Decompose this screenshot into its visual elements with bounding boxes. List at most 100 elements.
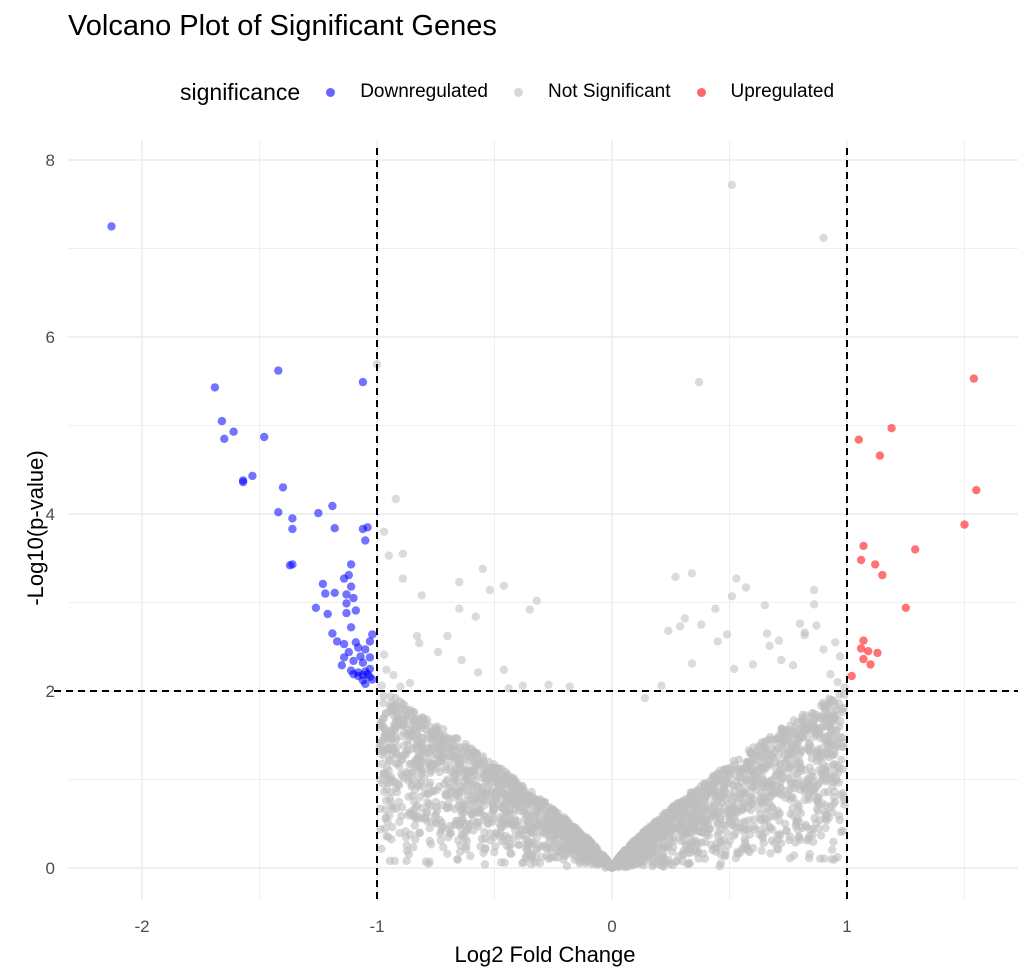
gene-point-not-significant xyxy=(378,779,387,788)
data-point-upregulated xyxy=(878,570,887,580)
gene-point-not-significant xyxy=(457,810,467,819)
gene-point-not-significant xyxy=(815,778,824,787)
gene-point-not-significant xyxy=(713,818,722,827)
data-point-downregulated xyxy=(351,606,360,615)
gene-point-not-significant xyxy=(635,856,644,865)
threshold-lines xyxy=(54,148,1018,900)
gene-point-not-significant xyxy=(826,728,836,738)
data-point-not-significant xyxy=(455,604,464,613)
gene-point-not-significant xyxy=(393,779,403,789)
gene-point-not-significant xyxy=(462,836,472,846)
gene-point-not-significant xyxy=(827,845,837,854)
gene-point-not-significant xyxy=(416,741,425,750)
gene-point-not-significant xyxy=(468,756,477,766)
gene-point-not-significant xyxy=(540,811,549,820)
data-point-downregulated xyxy=(229,427,238,436)
data-point-not-significant xyxy=(727,180,737,189)
grid xyxy=(68,140,1018,900)
gene-point-not-significant xyxy=(742,775,751,784)
gene-point-not-significant xyxy=(767,750,776,759)
legend-key-not-significant xyxy=(514,87,523,97)
data-point-not-significant xyxy=(640,693,650,703)
gene-point-not-significant xyxy=(758,831,767,841)
gene-point-not-significant xyxy=(682,813,691,823)
gene-point-not-significant xyxy=(380,731,389,740)
data-point-not-significant xyxy=(471,612,480,621)
y-tick-label: 4 xyxy=(46,505,55,524)
gene-point-not-significant xyxy=(540,798,549,807)
data-point-not-significant xyxy=(675,622,685,631)
data-point-not-significant xyxy=(812,621,821,630)
data-point-not-significant xyxy=(525,605,534,614)
data-point-downregulated xyxy=(342,599,351,608)
gene-point-not-significant xyxy=(830,736,840,745)
gene-point-not-significant xyxy=(444,833,453,842)
gene-point-not-significant xyxy=(610,860,620,869)
gene-point-not-significant xyxy=(716,859,726,868)
data-point-downregulated xyxy=(278,483,288,492)
data-point-not-significant xyxy=(788,661,798,670)
data-point-downregulated xyxy=(361,679,370,689)
gene-point-not-significant xyxy=(821,722,830,731)
gene-point-not-significant xyxy=(682,840,691,849)
gene-point-not-significant xyxy=(431,732,440,741)
gene-point-not-significant xyxy=(753,774,762,783)
gene-point-not-significant xyxy=(664,840,673,849)
gene-point-not-significant xyxy=(391,725,400,734)
gene-point-not-significant xyxy=(413,731,423,740)
gene-point-not-significant xyxy=(767,743,777,753)
gene-point-not-significant xyxy=(725,836,734,845)
gene-point-not-significant xyxy=(757,846,766,855)
data-point-downregulated xyxy=(349,593,358,603)
gene-point-not-significant xyxy=(388,804,398,813)
gene-point-not-significant xyxy=(830,750,839,759)
data-point-not-significant xyxy=(433,647,443,657)
gene-point-not-significant xyxy=(489,760,499,769)
data-point-downregulated xyxy=(346,560,356,569)
gene-point-not-significant xyxy=(816,854,825,863)
data-point-downregulated xyxy=(368,630,377,639)
gene-point-not-significant xyxy=(550,853,559,862)
gene-point-not-significant xyxy=(481,812,490,821)
gene-point-not-significant xyxy=(694,847,703,857)
gene-point-not-significant xyxy=(507,849,516,858)
legend-item-downregulated: Downregulated xyxy=(326,81,488,103)
gene-point-not-significant xyxy=(568,830,577,840)
gene-point-not-significant xyxy=(408,791,417,800)
data-point-not-significant xyxy=(831,638,840,647)
gene-point-not-significant xyxy=(828,808,837,817)
gene-point-not-significant xyxy=(496,802,506,812)
data-point-not-significant xyxy=(711,604,720,613)
data-point-not-significant xyxy=(748,660,758,669)
gene-point-not-significant xyxy=(722,828,732,838)
gene-point-not-significant xyxy=(405,808,414,817)
data-point-not-significant xyxy=(687,659,697,668)
gene-point-not-significant xyxy=(387,823,397,832)
gene-point-not-significant xyxy=(792,756,801,765)
gene-point-not-significant xyxy=(650,822,659,832)
gene-point-not-significant xyxy=(624,856,633,866)
gene-point-not-significant xyxy=(794,833,803,842)
gene-point-not-significant xyxy=(829,837,838,847)
gene-point-not-significant xyxy=(798,710,808,719)
gene-point-not-significant xyxy=(583,854,592,864)
gene-point-not-significant xyxy=(734,823,743,832)
gene-point-not-significant xyxy=(430,744,440,753)
gene-point-not-significant xyxy=(725,807,734,816)
data-point-downregulated xyxy=(368,675,377,684)
data-point-not-significant xyxy=(499,665,509,674)
data-point-not-significant xyxy=(680,614,690,623)
gene-point-not-significant xyxy=(426,801,435,811)
gene-point-not-significant xyxy=(404,773,414,782)
gene-point-not-significant xyxy=(492,828,501,838)
legend-key-upregulated xyxy=(696,87,706,97)
gene-point-not-significant xyxy=(754,804,763,813)
gene-point-not-significant xyxy=(727,819,737,829)
background-gene-cloud xyxy=(375,690,849,873)
gene-point-not-significant xyxy=(654,852,663,862)
gene-point-not-significant xyxy=(816,831,826,840)
gene-point-not-significant xyxy=(436,836,446,845)
data-point-not-significant xyxy=(405,678,415,688)
gene-point-not-significant xyxy=(827,696,837,705)
